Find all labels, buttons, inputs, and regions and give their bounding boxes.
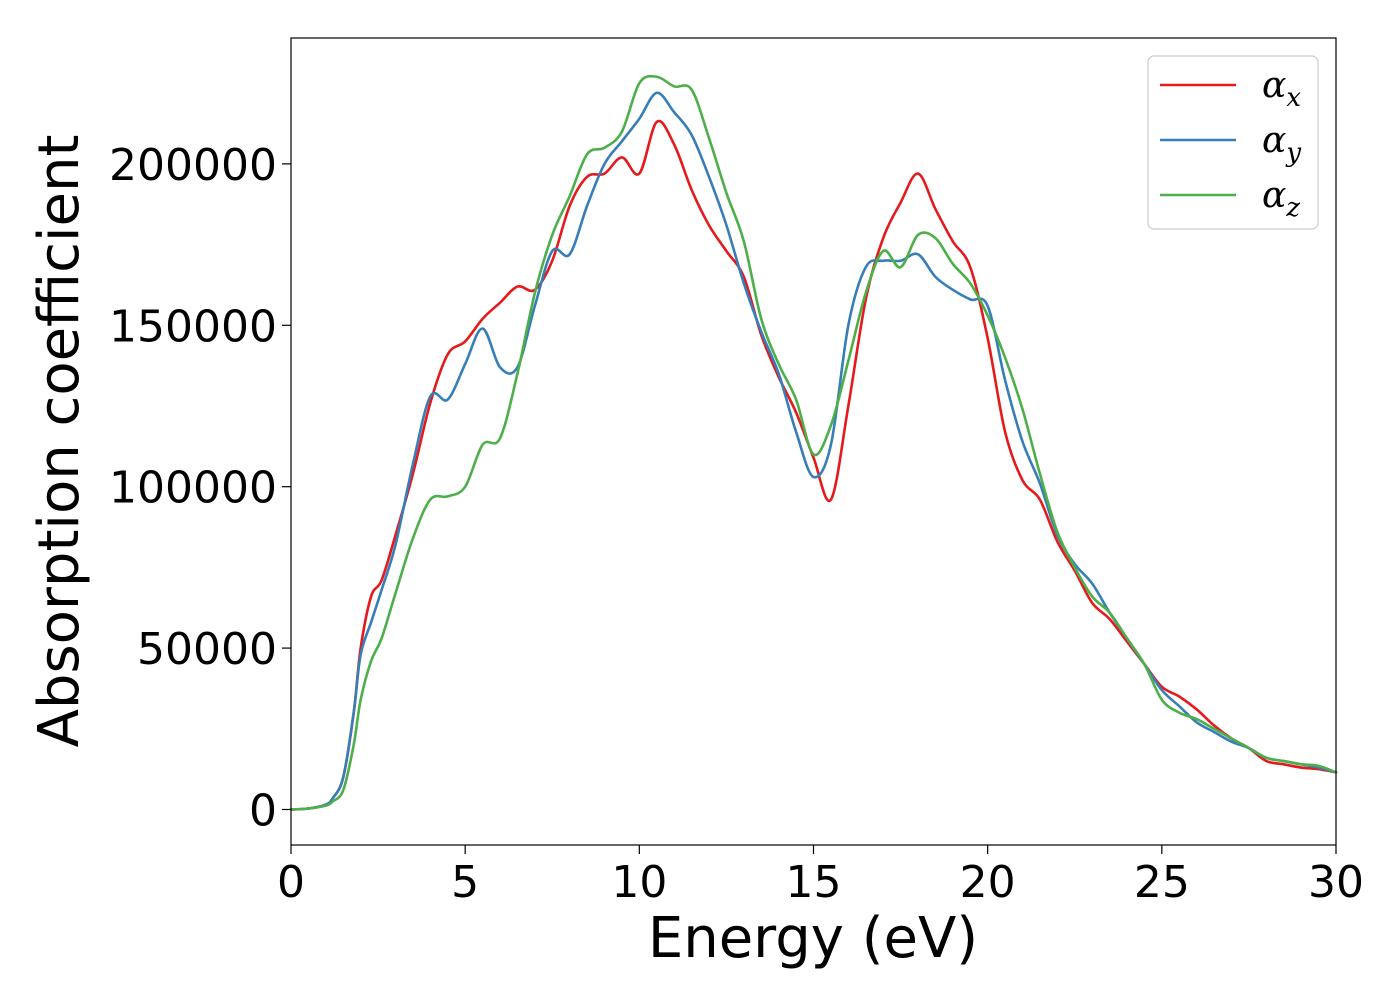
x-axis-label: Energy (eV) [648,906,978,971]
y-tick-label: 50000 [137,624,277,675]
x-tick-label: 10 [611,857,667,908]
x-tick-label: 5 [451,857,479,908]
legend-label-alpha-x: αx [1262,65,1301,113]
legend-label-alpha-z: αz [1262,175,1300,223]
y-tick-label: 0 [249,785,277,836]
y-tick-label: 150000 [109,301,277,352]
y-tick-label: 100000 [109,463,277,514]
series-layer [289,74,1338,811]
legend-frame [1147,55,1319,230]
x-tick-label: 15 [786,857,842,908]
x-tick-label: 30 [1308,857,1364,908]
x-tick-label: 0 [277,857,305,908]
y-tick-label: 200000 [109,140,277,191]
x-tick-label: 25 [1134,857,1190,908]
y-axis: 0 50000 100000 150000 200000 [109,140,291,836]
legend-label-alpha-y: αy [1262,120,1301,168]
legend: αx αy αz [1147,55,1319,230]
x-tick-label: 20 [960,857,1016,908]
x-axis: 0 5 10 15 20 25 30 [277,845,1364,908]
y-axis-label: Absorption coefficient [27,135,92,748]
series-line-alpha-z [289,74,1338,811]
